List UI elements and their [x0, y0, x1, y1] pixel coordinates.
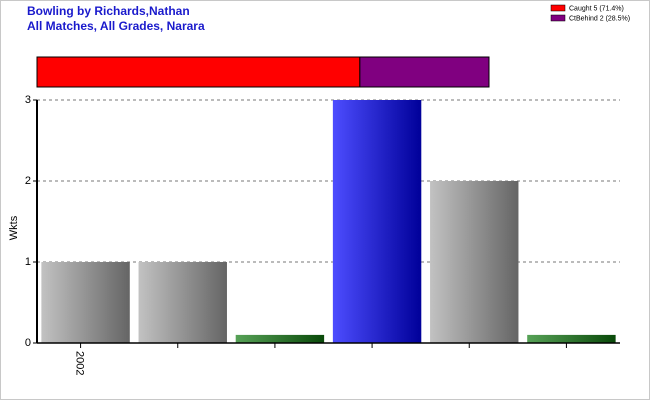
y-axis-label: Wkts — [8, 215, 20, 240]
chart-title: Bowling by Richards,Nathan — [27, 4, 190, 18]
bar — [332, 100, 422, 343]
bar — [235, 334, 325, 343]
chart-subtitle: All Matches, All Grades, Narara — [27, 19, 205, 33]
y-tick-label: 1 — [25, 256, 31, 268]
bar — [41, 262, 130, 343]
y-tick-label: 3 — [25, 94, 31, 106]
y-tick-label: 2 — [25, 175, 31, 187]
bar — [430, 181, 519, 343]
x-tick-label: 2002 — [74, 351, 86, 375]
legend-label: CtBehind 2 (28.5%) — [569, 15, 630, 22]
bar — [138, 262, 227, 343]
breakdown-segment — [36, 56, 361, 88]
y-tick-label: 0 — [25, 337, 31, 349]
breakdown-segment — [359, 56, 490, 88]
legend-swatch — [550, 14, 566, 22]
legend-label: Caught 5 (71.4%) — [569, 5, 624, 12]
bar — [527, 334, 616, 343]
legend-swatch — [550, 4, 566, 12]
